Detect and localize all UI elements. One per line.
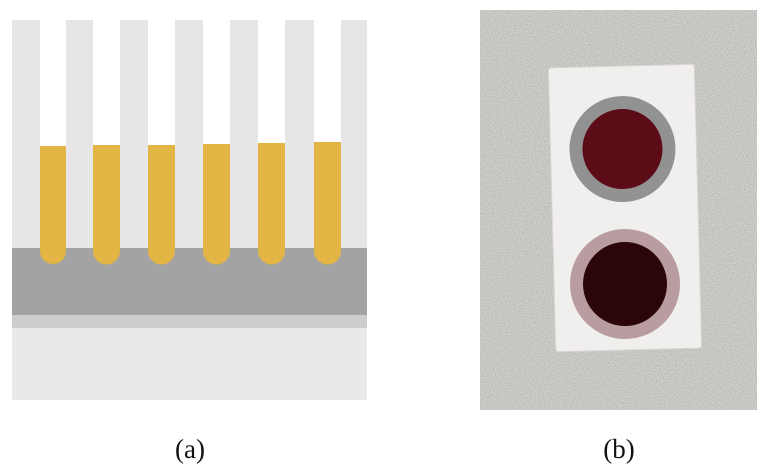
interface-layer (12, 315, 367, 328)
panel-label: (a) (175, 434, 205, 464)
page: (a) (b) (() => { const data = JSON.parse… (0, 0, 762, 474)
panel-b-photo (480, 10, 757, 410)
base-layer (12, 328, 367, 400)
figure: (a) (b) (0, 0, 762, 474)
card (548, 64, 701, 352)
panel-label: (b) (603, 434, 634, 464)
substrate-layer (12, 248, 367, 315)
panel-a-diagram (12, 20, 367, 400)
